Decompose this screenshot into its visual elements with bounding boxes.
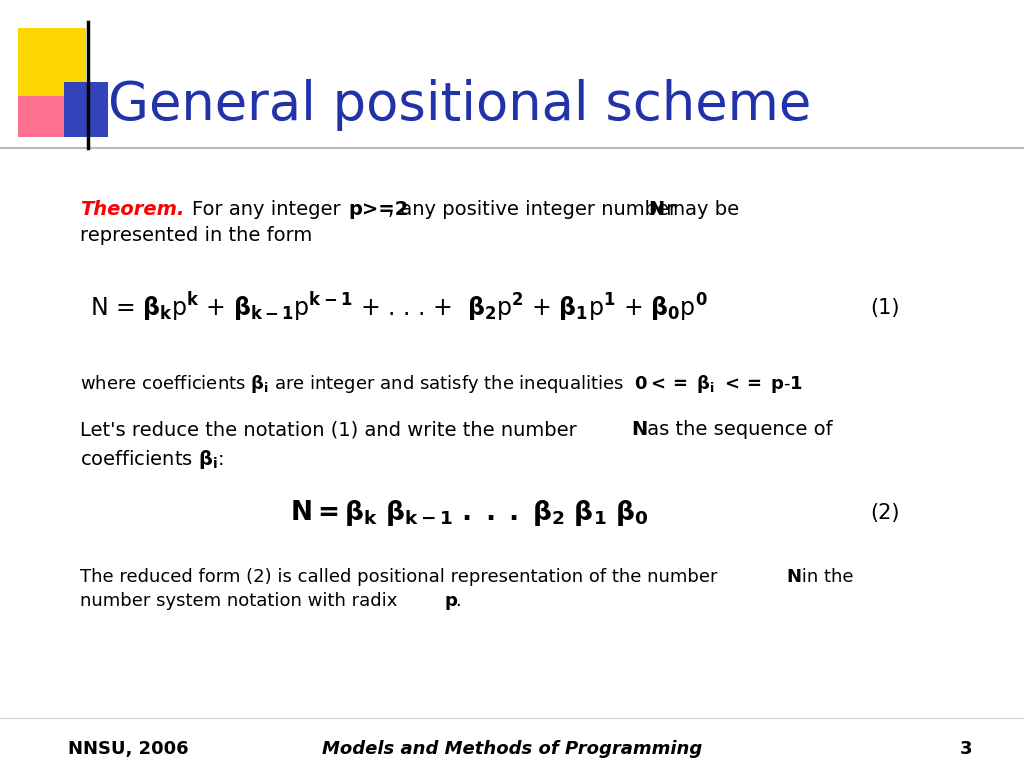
Bar — [18, 28, 86, 96]
Text: 3: 3 — [961, 740, 973, 758]
Text: Models and Methods of Programming: Models and Methods of Programming — [322, 740, 702, 758]
Text: Let's reduce the notation (1) and write the number: Let's reduce the notation (1) and write … — [80, 420, 583, 439]
Text: p>=2: p>=2 — [348, 200, 409, 219]
Text: General positional scheme: General positional scheme — [108, 79, 811, 131]
Text: N: N — [631, 420, 647, 439]
Text: in the: in the — [796, 568, 853, 586]
Text: (1): (1) — [870, 298, 899, 318]
Text: may be: may be — [660, 200, 739, 219]
Text: NNSU, 2006: NNSU, 2006 — [68, 740, 188, 758]
Text: (2): (2) — [870, 503, 899, 523]
Text: represented in the form: represented in the form — [80, 226, 312, 245]
Text: The reduced form (2) is called positional representation of the number: The reduced form (2) is called positiona… — [80, 568, 723, 586]
Text: N = $\mathbf{\beta_k}$p$^\mathbf{k}$ + $\mathbf{\beta_{k-1}}$p$^\mathbf{k-1}$ + : N = $\mathbf{\beta_k}$p$^\mathbf{k}$ + $… — [90, 290, 708, 323]
Text: , any positive integer number: , any positive integer number — [388, 200, 683, 219]
Text: Theorem.: Theorem. — [80, 200, 184, 219]
Bar — [63, 82, 108, 137]
Text: number system notation with radix: number system notation with radix — [80, 592, 403, 610]
Text: as the sequence of: as the sequence of — [641, 420, 833, 439]
Text: p: p — [445, 592, 458, 610]
Text: .: . — [455, 592, 461, 610]
Text: For any integer: For any integer — [193, 200, 347, 219]
Text: N: N — [648, 200, 665, 219]
Text: coefficients $\mathbf{\beta_i}$:: coefficients $\mathbf{\beta_i}$: — [80, 448, 224, 471]
Text: N: N — [786, 568, 801, 586]
Text: where coefficients $\mathbf{\beta_i}$ are integer and satisfy the inequalities  : where coefficients $\mathbf{\beta_i}$ ar… — [80, 373, 803, 395]
Text: $\mathbf{N = \beta_k\ \beta_{k-1}\ .\ .\ .\ \beta_2\ \beta_1\ \beta_0}$: $\mathbf{N = \beta_k\ \beta_{k-1}\ .\ .\… — [290, 498, 648, 528]
Bar — [18, 82, 70, 137]
